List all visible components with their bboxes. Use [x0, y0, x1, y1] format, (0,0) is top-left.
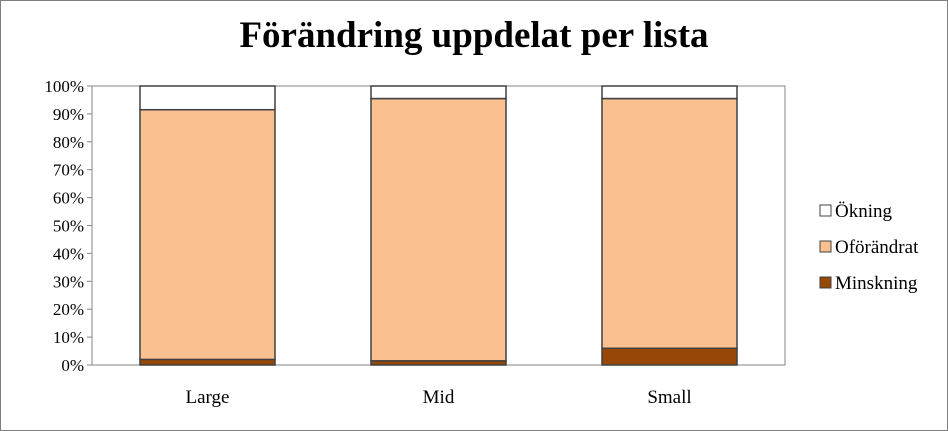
legend-label: Minskning [835, 273, 918, 294]
y-tick-label: 20% [53, 300, 84, 319]
bar-segment-Minskning [139, 358, 276, 366]
bar-segment-Oförändrat [370, 97, 507, 362]
x-tick-label: Large [186, 387, 230, 408]
bar-segment-Oförändrat [139, 108, 276, 361]
y-tick-label: 60% [53, 189, 84, 208]
x-tick-label: Small [647, 387, 691, 408]
y-tick-label: 0% [61, 356, 84, 375]
y-tick-label: 50% [53, 217, 84, 236]
bar-segment-Ökning [370, 85, 507, 100]
legend-swatch [819, 204, 832, 217]
legend-swatch [819, 276, 832, 289]
y-tick-label: 100% [44, 77, 84, 96]
y-tick-label: 10% [53, 328, 84, 347]
y-tick-label: 70% [53, 161, 84, 180]
chart-title: Förändring uppdelat per lista [239, 15, 709, 56]
y-tick-label: 30% [53, 272, 84, 291]
x-tick-label: Mid [423, 387, 455, 408]
y-tick-label: 80% [53, 133, 84, 152]
bar-segment-Ökning [139, 85, 276, 111]
legend-label: Ökning [835, 201, 893, 222]
y-tick-label: 90% [53, 105, 84, 124]
legend-swatch [819, 240, 832, 253]
bar-segment-Minskning [601, 347, 738, 366]
y-tick-label: 40% [53, 244, 84, 263]
bar-segment-Ökning [601, 85, 738, 100]
legend-label: Oförändrat [835, 237, 919, 258]
bar-segment-Oförändrat [601, 97, 738, 350]
